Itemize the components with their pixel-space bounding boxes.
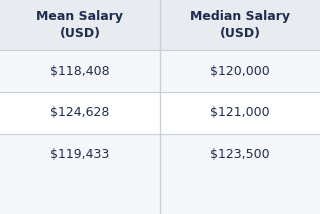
FancyBboxPatch shape <box>160 134 320 175</box>
Text: Mean Salary
(USD): Mean Salary (USD) <box>36 10 124 40</box>
Text: $121,000: $121,000 <box>210 106 270 119</box>
Text: $124,628: $124,628 <box>50 106 110 119</box>
FancyBboxPatch shape <box>0 0 160 50</box>
Text: Median Salary
(USD): Median Salary (USD) <box>190 10 290 40</box>
Text: $119,433: $119,433 <box>50 148 110 161</box>
FancyBboxPatch shape <box>160 50 320 92</box>
FancyBboxPatch shape <box>0 50 160 92</box>
FancyBboxPatch shape <box>0 134 160 175</box>
Text: $123,500: $123,500 <box>210 148 270 161</box>
FancyBboxPatch shape <box>0 92 160 134</box>
FancyBboxPatch shape <box>160 92 320 134</box>
Text: $118,408: $118,408 <box>50 65 110 78</box>
FancyBboxPatch shape <box>160 0 320 50</box>
Text: $120,000: $120,000 <box>210 65 270 78</box>
